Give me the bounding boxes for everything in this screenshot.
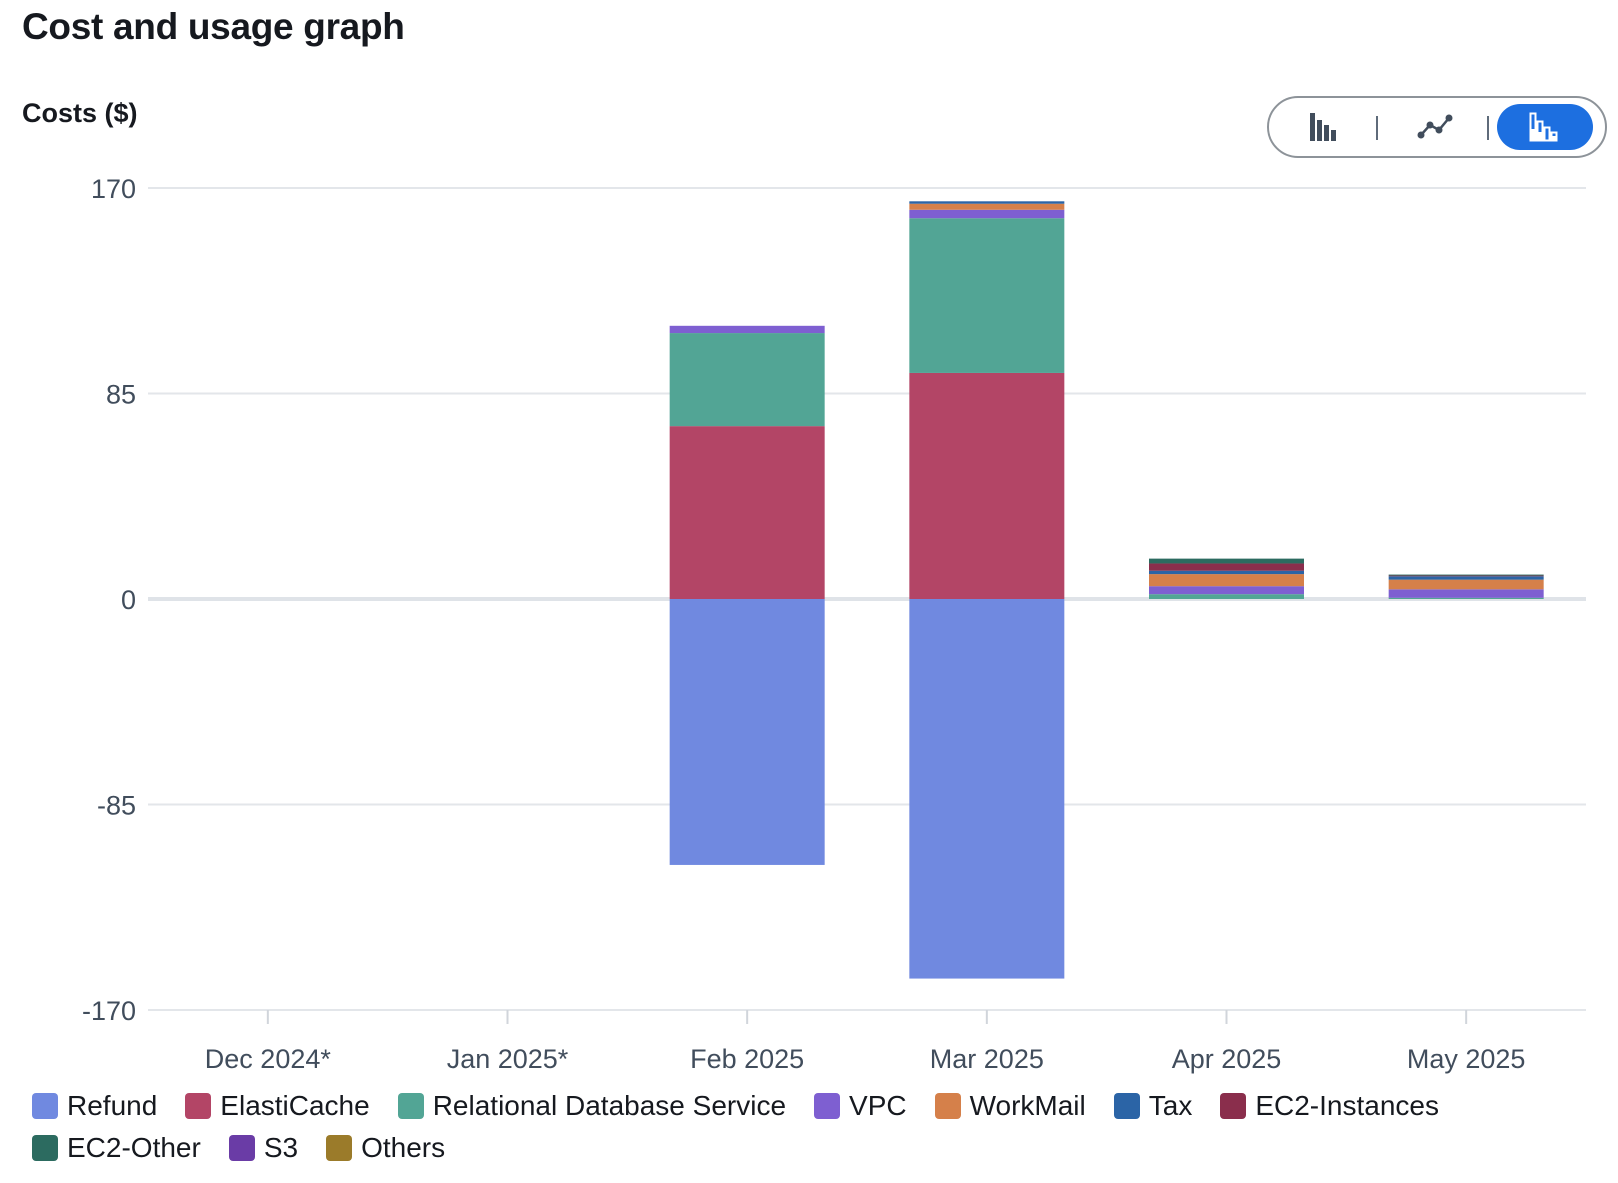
legend-swatch [1220,1093,1247,1119]
bar-segment[interactable] [909,209,1065,219]
x-tick-label: Jan 2025* [447,1044,569,1074]
line-chart-view-button[interactable] [1387,104,1483,150]
legend-label: Refund [67,1090,158,1121]
bar-segment[interactable] [1149,586,1304,595]
bar-segment[interactable] [1149,594,1304,599]
bar-segment[interactable] [1388,589,1544,598]
legend-item[interactable]: Relational Database Service [397,1090,787,1122]
bar-chart-icon [1310,113,1336,141]
y-tick-label: 170 [91,174,136,204]
x-tick-label: Dec 2024* [205,1044,332,1074]
bar-segment[interactable] [909,218,1065,373]
legend-swatch [397,1093,424,1119]
legend-label: VPC [849,1090,907,1121]
y-tick-label: 0 [121,585,136,615]
legend-item[interactable]: EC2-Instances [1220,1090,1439,1122]
legend-swatch [326,1135,353,1161]
legend-swatch [1113,1093,1140,1119]
bar-segment[interactable] [1388,579,1544,590]
x-tick-label: Apr 2025 [1172,1044,1282,1074]
legend: Refund ElastiCache Relational Database Ser… [32,1090,1592,1164]
x-tick-label: Mar 2025 [930,1044,1044,1074]
legend-item[interactable]: VPC [814,1090,907,1122]
bars [669,201,1544,979]
x-tick-label: May 2025 [1407,1044,1526,1074]
legend-item[interactable]: WorkMail [934,1090,1086,1122]
bar-segment[interactable] [669,426,825,599]
bar-segment[interactable] [669,599,825,865]
legend-swatch [32,1135,58,1161]
bar-segment[interactable] [1149,563,1304,571]
y-tick-label: 85 [106,380,136,410]
legend-swatch [32,1093,58,1119]
toggle-divider [1376,116,1378,140]
legend-item[interactable]: ElastiCache [185,1090,370,1122]
legend-swatch [228,1135,255,1161]
bar-segment[interactable] [1388,597,1544,599]
bar-segment[interactable] [909,203,1065,210]
bar-segment[interactable] [909,599,1065,979]
bar-segment[interactable] [1149,570,1304,575]
bar-segment[interactable] [909,201,1065,204]
y-tick-labels: 170 85 0 -85 -170 [82,174,136,1026]
legend-label: EC2-Other [67,1132,201,1163]
y-tick-label: -85 [97,791,136,821]
legend-item[interactable]: Refund [32,1090,157,1122]
legend-swatch [814,1093,841,1119]
bar-segment[interactable] [1149,558,1304,564]
bar-chart-view-button[interactable] [1277,104,1373,150]
chart-type-toggle [1267,96,1607,158]
legend-item[interactable]: Tax [1113,1090,1193,1122]
x-axis: Dec 2024* Jan 2025* Feb 2025 Mar 2025 Apr 20… [205,1010,1526,1074]
legend-item[interactable]: S3 [228,1132,299,1164]
bar-segment[interactable] [1388,576,1544,580]
legend-label: EC2-Instances [1255,1090,1439,1121]
page-title: Cost and usage graph [22,6,405,47]
legend-label: Relational Database Service [432,1090,787,1121]
bar-segment[interactable] [1149,574,1304,587]
x-tick-label: Feb 2025 [690,1044,804,1074]
legend-label: Others [361,1132,446,1163]
toggle-divider [1487,116,1489,140]
y-axis-label: Costs ($) [22,98,138,128]
bar-segment[interactable] [1388,575,1544,577]
legend-swatch [185,1093,212,1119]
stacked-bar-chart-view-button[interactable] [1497,104,1593,150]
legend-item[interactable]: Others [326,1132,445,1164]
legend-item[interactable]: EC2-Other [32,1132,201,1164]
legend-label: ElastiCache [220,1090,370,1121]
bar-segment[interactable] [1388,574,1544,576]
legend-label: Tax [1148,1090,1193,1121]
stacked-bar-chart-icon [1529,112,1558,142]
legend-label: WorkMail [969,1090,1086,1121]
bar-segment[interactable] [669,333,825,427]
line-chart-icon [1417,114,1453,139]
bar-segment[interactable] [669,325,825,334]
y-tick-label: -170 [82,996,136,1026]
bar-segment[interactable] [909,372,1065,599]
legend-swatch [934,1093,961,1119]
legend-label: S3 [263,1132,299,1163]
gridlines [148,187,1586,1011]
